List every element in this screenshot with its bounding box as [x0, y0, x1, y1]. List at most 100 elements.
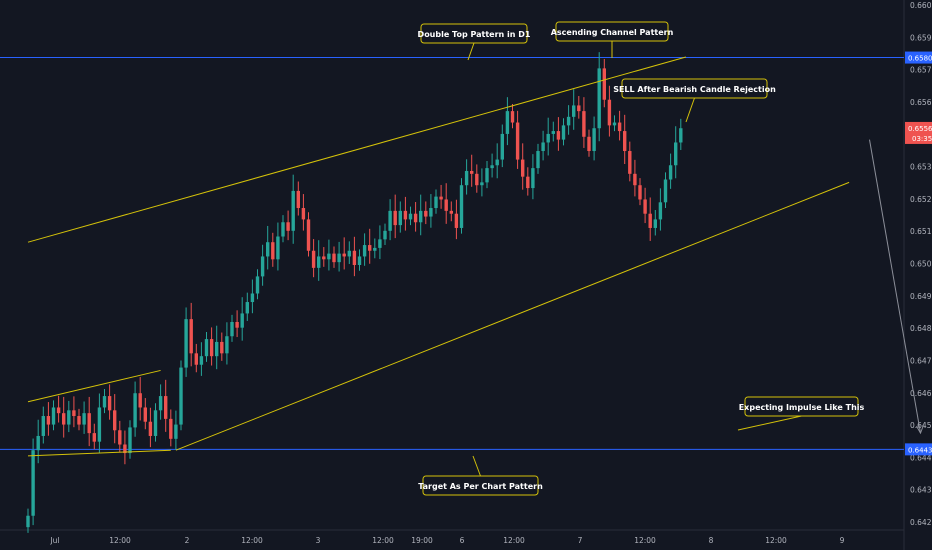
candle-body[interactable]	[225, 336, 229, 354]
callout-target-box[interactable]	[422, 475, 539, 496]
flag-upper-line[interactable]	[27, 369, 161, 403]
candle-body[interactable]	[56, 407, 61, 414]
candle-body[interactable]	[158, 396, 163, 411]
candle-body[interactable]	[220, 341, 224, 354]
candle-body[interactable]	[429, 208, 433, 217]
candle-body[interactable]	[204, 339, 209, 357]
candle-body[interactable]	[174, 424, 178, 439]
candle-body[interactable]	[617, 122, 622, 132]
candle-body[interactable]	[327, 253, 331, 260]
candle-body[interactable]	[572, 105, 576, 117]
candle-body[interactable]	[419, 210, 423, 223]
candle-body[interactable]	[62, 413, 66, 425]
candle-body[interactable]	[352, 250, 357, 265]
candle-body[interactable]	[546, 133, 550, 143]
candle-body[interactable]	[82, 413, 86, 425]
candle-body[interactable]	[311, 250, 316, 268]
candle-body[interactable]	[255, 276, 260, 294]
candle-body[interactable]	[368, 245, 372, 251]
candle-body[interactable]	[184, 319, 188, 368]
candle-body[interactable]	[92, 433, 96, 442]
candle-body[interactable]	[449, 210, 453, 214]
candle-body[interactable]	[240, 313, 244, 328]
channel-lower-line[interactable]	[175, 181, 850, 451]
candle-body[interactable]	[424, 210, 428, 217]
candle-body[interactable]	[388, 210, 392, 231]
callout-sell-rejection-box[interactable]	[621, 78, 768, 99]
candle-body[interactable]	[26, 515, 30, 528]
candle-body[interactable]	[332, 253, 336, 263]
candle-body[interactable]	[582, 111, 586, 137]
candle-body[interactable]	[281, 222, 285, 237]
candle-body[interactable]	[169, 418, 173, 439]
candle-body[interactable]	[398, 210, 402, 226]
candle-body[interactable]	[266, 242, 270, 257]
candle-body[interactable]	[597, 68, 601, 129]
candle-body[interactable]	[434, 196, 438, 209]
candle-body[interactable]	[373, 247, 377, 251]
candle-body[interactable]	[276, 236, 280, 260]
candle-body[interactable]	[77, 416, 81, 425]
candle-body[interactable]	[454, 213, 459, 228]
candle-body[interactable]	[107, 396, 112, 411]
candle-body[interactable]	[235, 321, 239, 328]
candle-body[interactable]	[500, 133, 504, 160]
candle-body[interactable]	[658, 202, 663, 220]
candle-body[interactable]	[475, 173, 479, 186]
candle-body[interactable]	[643, 199, 647, 214]
candle-body[interactable]	[306, 219, 311, 251]
candle-body[interactable]	[439, 196, 443, 200]
candle-body[interactable]	[505, 111, 510, 134]
candle-body[interactable]	[31, 450, 35, 516]
candle-body[interactable]	[541, 142, 545, 152]
candle-body[interactable]	[653, 219, 657, 228]
candle-body[interactable]	[189, 319, 193, 354]
candle-body[interactable]	[347, 250, 351, 257]
callout-double-top-box[interactable]	[420, 23, 528, 44]
candle-body[interactable]	[291, 190, 295, 231]
candle-body[interactable]	[362, 245, 367, 257]
candle-body[interactable]	[408, 213, 413, 220]
candle-body[interactable]	[444, 199, 448, 211]
candle-body[interactable]	[495, 159, 499, 166]
candle-body[interactable]	[317, 256, 321, 268]
candle-body[interactable]	[51, 407, 56, 425]
candle-body[interactable]	[510, 111, 515, 123]
candle-body[interactable]	[480, 182, 484, 186]
candle-body[interactable]	[623, 131, 627, 152]
candle-body[interactable]	[153, 410, 158, 436]
candle-body[interactable]	[668, 165, 673, 180]
candle-body[interactable]	[123, 444, 127, 454]
candle-body[interactable]	[521, 159, 525, 177]
candle-body[interactable]	[577, 105, 581, 112]
candle-body[interactable]	[138, 393, 142, 408]
candle-body[interactable]	[102, 396, 107, 408]
callout-ascending-channel-box[interactable]	[555, 21, 669, 42]
candle-body[interactable]	[383, 230, 387, 240]
candle-body[interactable]	[72, 410, 76, 417]
candle-body[interactable]	[648, 213, 652, 228]
channel-upper-line[interactable]	[27, 56, 687, 243]
candle-body[interactable]	[413, 213, 418, 223]
candle-body[interactable]	[602, 68, 606, 100]
candle-body[interactable]	[67, 410, 71, 425]
callout-expecting-impulse-box[interactable]	[744, 396, 859, 417]
candle-body[interactable]	[612, 122, 617, 126]
candle-body[interactable]	[526, 176, 530, 189]
candle-body[interactable]	[551, 131, 555, 134]
candle-body[interactable]	[286, 222, 290, 231]
candle-body[interactable]	[230, 321, 234, 337]
candle-body[interactable]	[674, 142, 678, 166]
candle-body[interactable]	[271, 242, 275, 260]
candle-body[interactable]	[679, 128, 683, 143]
candle-body[interactable]	[296, 190, 300, 209]
candle-body[interactable]	[301, 208, 306, 220]
candle-body[interactable]	[199, 356, 204, 365]
candle-body[interactable]	[209, 339, 214, 357]
candle-body[interactable]	[148, 421, 153, 436]
candle-body[interactable]	[118, 430, 122, 445]
candle-body[interactable]	[403, 210, 408, 220]
candle-body[interactable]	[464, 170, 469, 186]
flag-lower-line[interactable]	[27, 449, 171, 457]
